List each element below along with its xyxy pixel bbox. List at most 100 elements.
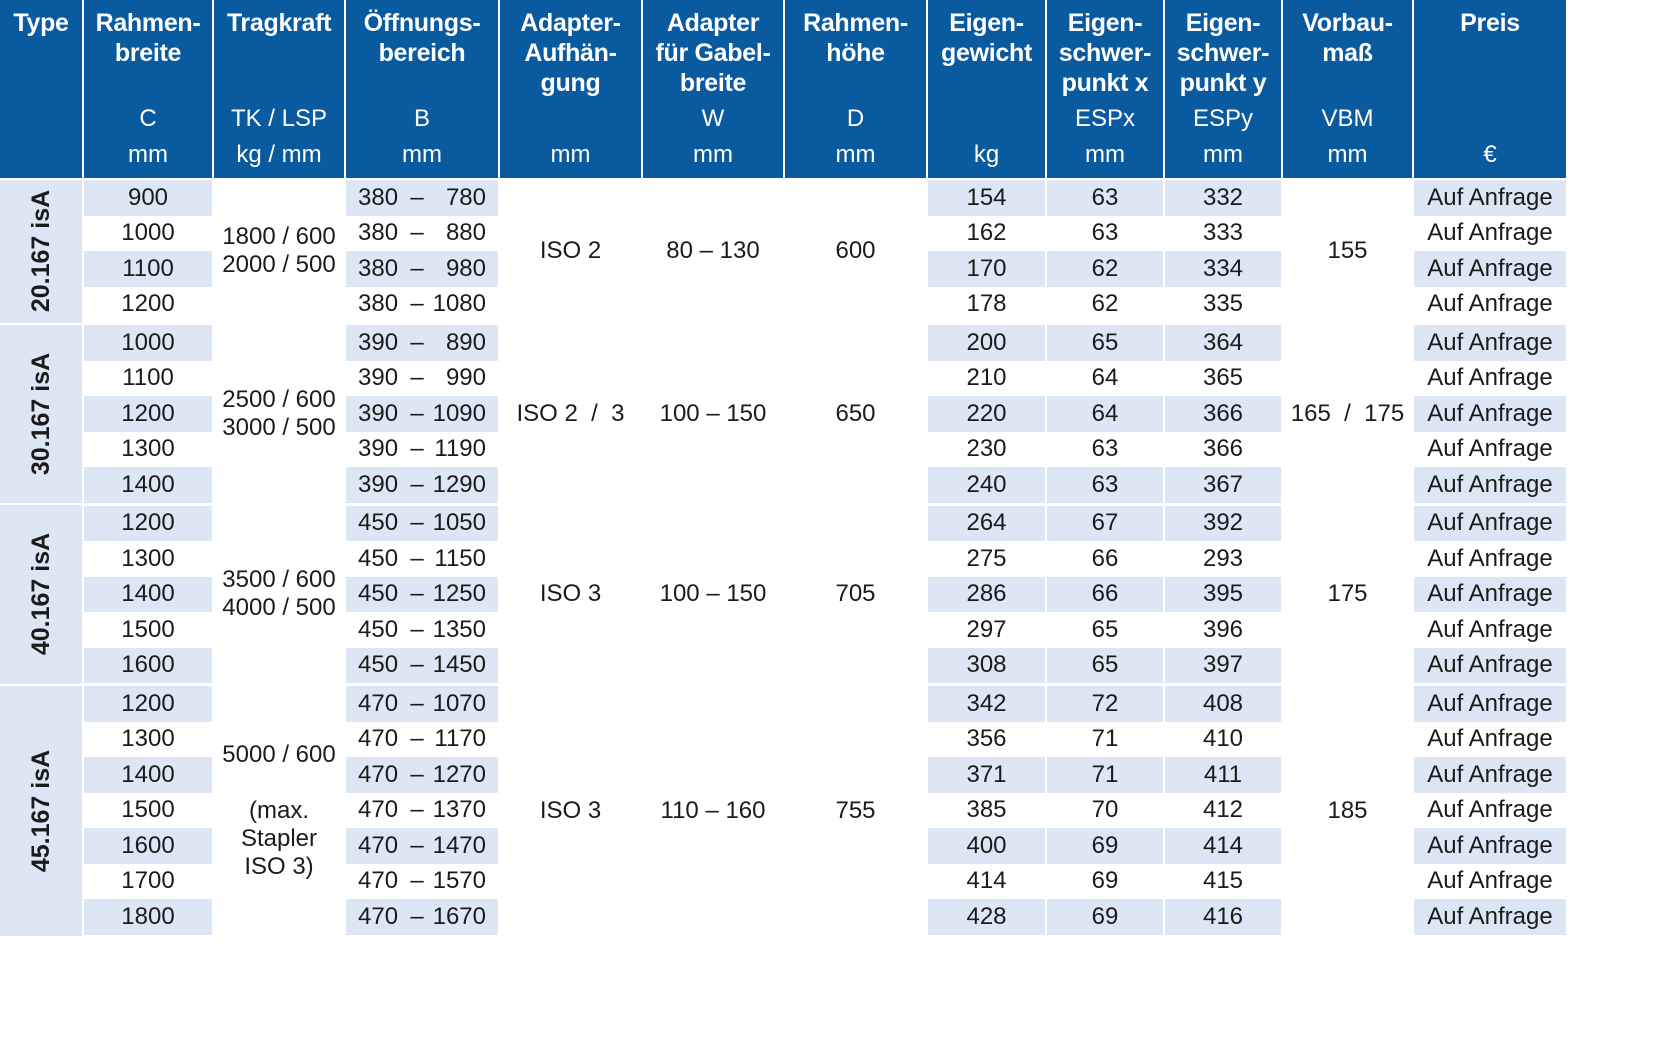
weight-cell: 162 [926, 215, 1046, 251]
weight-cell: 200 [926, 322, 1046, 361]
opening-max: 1270 [432, 760, 486, 788]
opening-min: 390 [358, 470, 399, 498]
cog-x-cell: 67 [1045, 503, 1164, 541]
opening-min: 380 [358, 183, 399, 211]
type-label: 30.167 isA [27, 352, 55, 475]
cog-y-cell: 408 [1163, 683, 1282, 722]
opening-range-cell: 390–1190 [344, 431, 499, 467]
range-dash: – [410, 399, 424, 427]
column-unit: € [1483, 141, 1497, 168]
column-title: Type [13, 9, 69, 37]
opening-max: 880 [445, 219, 486, 247]
cog-x-cell: 62 [1045, 251, 1164, 287]
cog-y-cell: 412 [1163, 792, 1282, 828]
frame-width-cell: 1700 [82, 863, 213, 899]
header-cell-content: Preis € [1414, 0, 1566, 178]
overhang-cell: 175 [1281, 503, 1413, 685]
column-title: Eigen- gewicht [941, 9, 1032, 67]
opening-range-cell: 390–890 [344, 322, 499, 361]
range-dash: – [410, 867, 424, 895]
column-title: Öffnungs- bereich [363, 9, 481, 67]
price-cell: Auf Anfrage [1412, 899, 1566, 938]
opening-max: 1170 [434, 725, 486, 753]
cog-y-cell: 335 [1163, 286, 1282, 325]
frame-width-cell: 1300 [82, 721, 213, 757]
opening-max: 1050 [432, 509, 486, 537]
range-dash: – [410, 760, 424, 788]
overhang-cell: 155 [1281, 178, 1413, 324]
frame-width-cell: 1000 [82, 215, 213, 251]
table-row: 20.167 isA 900 1800 / 600 2000 / 500 380–78… [0, 178, 1566, 324]
cog-x-cell: 64 [1045, 360, 1164, 396]
cog-y-cell: 397 [1163, 647, 1282, 686]
frame-height-cell: 650 [783, 322, 927, 504]
fork-width-cell: 80 – 130 [641, 178, 784, 324]
cog-y-cell: 410 [1163, 721, 1282, 757]
frame-width-cell: 1200 [82, 286, 213, 325]
frame-width-cell: 1200 [82, 683, 213, 722]
price-cell: Auf Anfrage [1412, 757, 1566, 793]
price-cell: Auf Anfrage [1412, 467, 1566, 506]
frame-width-cell: 1500 [82, 612, 213, 648]
range-dash: – [410, 183, 424, 211]
weight-cell: 356 [926, 721, 1046, 757]
price-cell: Auf Anfrage [1412, 828, 1566, 864]
fork-width-cell: 110 – 160 [641, 683, 784, 936]
type-cell: 20.167 isA [0, 178, 83, 324]
cog-y-cell: 411 [1163, 757, 1282, 793]
frame-width-cell: 1100 [82, 360, 213, 396]
opening-range-cell: 450–1350 [344, 612, 499, 648]
type-cell: 40.167 isA [0, 503, 83, 685]
range-dash: – [410, 580, 424, 608]
opening-range-cell: 450–1150 [344, 541, 499, 577]
opening-min: 450 [358, 615, 399, 643]
adapter-mount-cell: ISO 2 [498, 178, 642, 324]
table-row: 40.167 isA 1200 3500 / 600 4000 / 500 450–1… [0, 503, 1566, 685]
frame-width-cell: 1100 [82, 251, 213, 287]
opening-min: 380 [358, 219, 399, 247]
opening-max: 1350 [432, 615, 486, 643]
weight-cell: 414 [926, 863, 1046, 899]
opening-min: 470 [358, 867, 399, 895]
frame-height-cell: 755 [783, 683, 927, 936]
cog-y-cell: 332 [1163, 178, 1282, 216]
column-header: Eigen- schwer- punkt x ESPx mm [1045, 0, 1164, 179]
opening-range-cell: 380–880 [344, 215, 499, 251]
opening-max: 1570 [432, 867, 486, 895]
price-cell: Auf Anfrage [1412, 431, 1566, 467]
weight-cell: 428 [926, 899, 1046, 938]
cog-x-cell: 63 [1045, 178, 1164, 216]
opening-range-cell: 390–1090 [344, 396, 499, 432]
frame-width-cell: 1300 [82, 431, 213, 467]
opening-max: 780 [445, 183, 486, 211]
opening-max: 1670 [432, 902, 486, 930]
cog-x-cell: 65 [1045, 322, 1164, 361]
column-unit: mm [1203, 141, 1243, 168]
adapter-mount-cell: ISO 3 [498, 503, 642, 685]
table-row: 1500 470–1370 385 70 412 Auf Anfrage [0, 792, 1566, 828]
column-symbol: TK / LSP [230, 105, 328, 132]
column-symbol: ESPy [1192, 105, 1254, 132]
capacity-cell: 3500 / 600 4000 / 500 [212, 503, 345, 685]
column-unit: mm [693, 141, 733, 168]
opening-range-cell: 470–1570 [344, 863, 499, 899]
price-cell: Auf Anfrage [1412, 576, 1566, 612]
table-row: 1700 470–1570 414 69 415 Auf Anfrage [0, 863, 1566, 899]
opening-min: 380 [358, 254, 399, 282]
opening-range-cell: 470–1070 [344, 683, 499, 722]
opening-min: 390 [358, 364, 399, 392]
header-cell-content: Eigen- gewicht kg [928, 0, 1045, 178]
frame-width-cell: 1500 [82, 792, 213, 828]
opening-max: 1080 [432, 290, 486, 318]
opening-range-cell: 380–1080 [344, 286, 499, 325]
price-cell: Auf Anfrage [1412, 541, 1566, 577]
opening-max: 1470 [432, 831, 486, 859]
price-cell: Auf Anfrage [1412, 612, 1566, 648]
cog-x-cell: 70 [1045, 792, 1164, 828]
range-dash: – [410, 689, 424, 717]
capacity-cell: 2500 / 600 3000 / 500 [212, 322, 345, 504]
